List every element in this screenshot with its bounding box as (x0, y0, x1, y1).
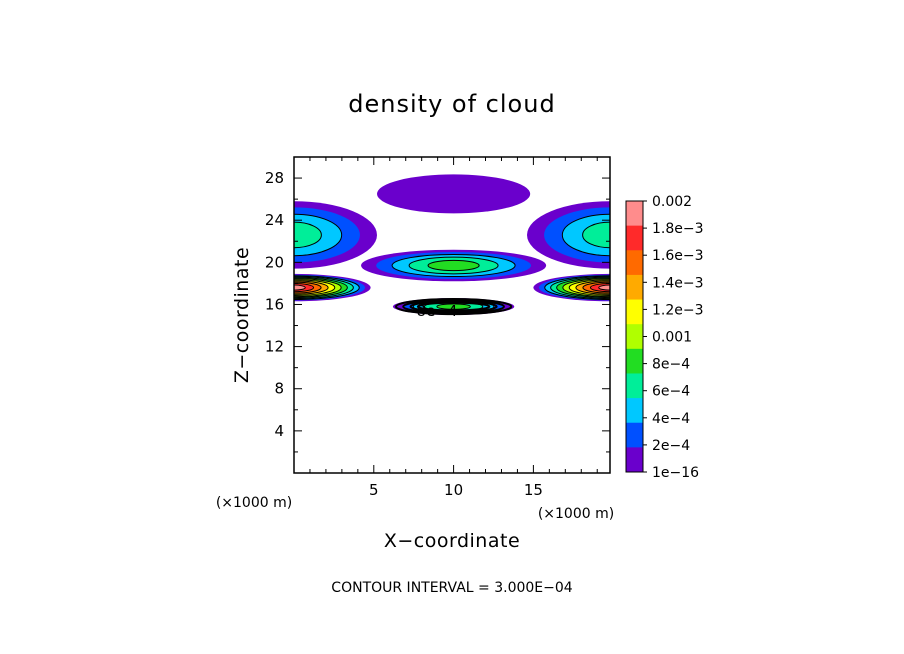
contour-line (294, 221, 322, 249)
contour-line (391, 253, 516, 278)
x-unit-left: (×1000 m) (216, 495, 292, 511)
colorbar-swatch (626, 299, 643, 325)
contour-line (582, 281, 610, 294)
plot-frame (293, 156, 611, 474)
colorbar-label: 1e−16 (652, 465, 699, 481)
contour-line (575, 280, 610, 295)
contour-line (294, 276, 354, 300)
x-unit-right: (×1000 m) (538, 506, 614, 522)
cloud-feature-4 (527, 201, 610, 269)
contour-band (376, 174, 531, 214)
colorbar-swatch (626, 348, 643, 374)
y-tick-label: 24 (265, 211, 284, 229)
colorbar-swatch (626, 398, 643, 424)
contour-fill-layer (294, 174, 610, 315)
contour-line (427, 259, 480, 272)
contour-band (428, 260, 480, 271)
contour-line (408, 256, 499, 275)
y-tick-label: 12 (265, 338, 284, 356)
colorbar-label: 1.4e−3 (652, 275, 704, 291)
y-tick-label: 8 (274, 380, 284, 398)
contour-line (561, 213, 610, 257)
colorbar-swatch (626, 324, 643, 350)
y-axis-label: Z−coordinate (231, 247, 253, 383)
colorbar-swatch (626, 201, 643, 227)
contour-band (436, 303, 471, 310)
colorbar-label: 1.2e−3 (652, 302, 704, 318)
contour-band (294, 222, 322, 248)
colorbar-swatch (626, 373, 643, 399)
colorbar-label: 8e−4 (652, 357, 690, 373)
colorbar-label: 1.6e−3 (652, 248, 704, 264)
contour-line (409, 300, 498, 313)
colorbar-label: 4e−4 (652, 411, 690, 427)
contour-band (582, 222, 610, 248)
contour-line (589, 282, 610, 293)
colorbar-swatch (626, 447, 643, 473)
y-tick-label: 4 (274, 422, 284, 440)
x-tick-label: 15 (524, 481, 543, 499)
cloud-feature-3 (294, 201, 377, 269)
x-axis-label: X−coordinate (384, 530, 520, 552)
x-tick-label: 10 (444, 481, 463, 499)
colorbar-label: 6e−4 (652, 384, 690, 400)
y-tick-label: 16 (265, 295, 284, 313)
colorbar-swatch (626, 250, 643, 276)
contour-line (416, 301, 491, 312)
contour-line (394, 297, 513, 316)
colorbar-swatch (626, 274, 643, 301)
contour-line (402, 299, 505, 314)
colorbar-label: 2e−4 (652, 438, 690, 454)
contour-label: 8e−4 (417, 302, 458, 320)
contour-line (598, 284, 610, 291)
y-tick-label: 20 (265, 253, 284, 271)
x-tick-label: 5 (369, 481, 379, 499)
contour-line (294, 281, 322, 294)
colorbar-swatch (626, 422, 643, 448)
y-tick-label: 28 (265, 169, 284, 187)
contour-interval-note: CONTOUR INTERVAL = 3.000E−04 (331, 580, 572, 596)
contour-line (294, 279, 336, 296)
cloud-feature-0 (376, 174, 531, 214)
chart-title: density of cloud (348, 90, 555, 118)
colorbar-label: 0.001 (652, 330, 692, 346)
contour-line (436, 303, 471, 310)
colorbar: 0.002 1.8e−3 1.6e−3 1.4e−3 1.2e−3 0.001 8e−4 6e… (625, 194, 704, 481)
axis-ticks: 5 10 15 4 8 12 16 20 24 28 (265, 157, 610, 499)
colorbar-swatch (626, 225, 643, 251)
colorbar-label: 0.002 (652, 194, 692, 210)
contour-line (294, 284, 306, 291)
colorbar-label: 1.8e−3 (652, 221, 704, 237)
